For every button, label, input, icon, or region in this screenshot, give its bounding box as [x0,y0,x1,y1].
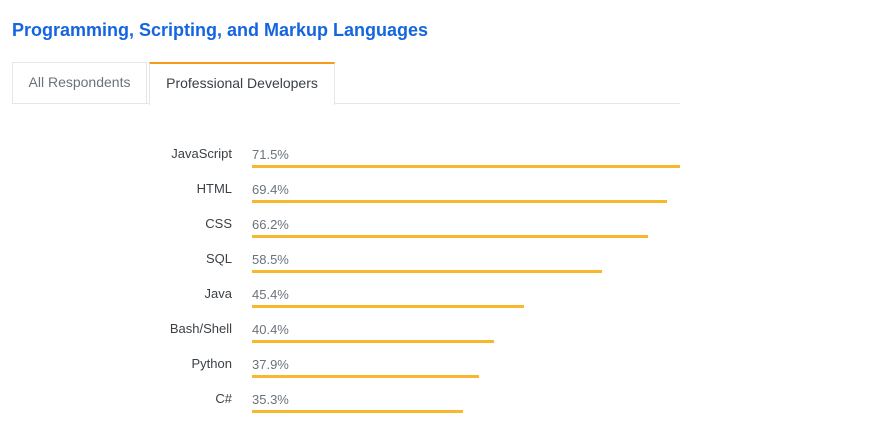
chart-row: HTML 69.4% [0,181,700,216]
value-label: 35.3% [252,392,289,407]
bar [252,305,524,308]
category-label: HTML [196,181,232,196]
value-label: 40.4% [252,322,289,337]
chart-row: Bash/Shell 40.4% [0,321,700,356]
tab-all-respondents[interactable]: All Respondents [12,62,147,103]
chart-row: Python 37.9% [0,356,700,391]
category-label: SQL [205,251,232,266]
bar [252,200,668,203]
bar [252,165,680,168]
bar [252,235,649,238]
value-label: 45.4% [252,287,289,302]
chart-row: CSS 66.2% [0,216,700,251]
category-label: C# [215,391,232,406]
chart-row: Java 45.4% [0,286,700,321]
tab-divider [334,103,680,104]
value-label: 71.5% [252,147,289,162]
chart-row: SQL 58.5% [0,251,700,286]
bar [252,340,494,343]
category-label: Bash/Shell [169,321,232,336]
section-title: Programming, Scripting, and Markup Langu… [12,20,429,40]
category-label: Java [204,286,232,301]
value-label: 37.9% [252,357,289,372]
tab-professional-developers[interactable]: Professional Developers [149,62,335,105]
tab-divider [12,103,149,104]
bar [252,410,464,413]
category-label: JavaScript [171,146,232,161]
value-label: 66.2% [252,217,289,232]
category-label: Python [191,356,232,371]
category-label: CSS [205,216,232,231]
value-label: 69.4% [252,182,289,197]
value-label: 58.5% [252,252,289,267]
chart-row: JavaScript 71.5% [0,146,700,181]
chart-row: C# 35.3% [0,391,700,426]
bar [252,375,479,378]
bar [252,270,603,273]
